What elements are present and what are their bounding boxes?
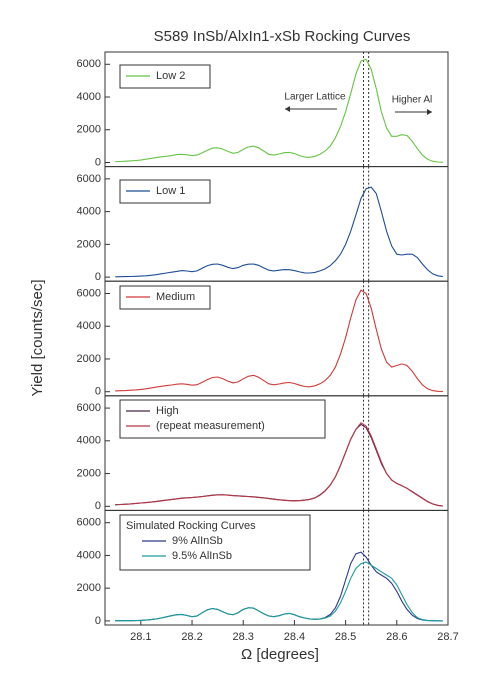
x-tick-label: 28.3 bbox=[233, 631, 254, 643]
legend-box bbox=[119, 285, 211, 310]
legend-box bbox=[119, 64, 211, 89]
y-tick-label: 6000 bbox=[77, 287, 101, 299]
y-tick-label: 4000 bbox=[77, 320, 101, 332]
y-tick-label: 6000 bbox=[77, 58, 101, 70]
x-axis-label: Ω [degrees] bbox=[241, 646, 319, 663]
y-tick-label: 0 bbox=[95, 386, 101, 398]
legend-label: (repeat measurement) bbox=[156, 420, 265, 432]
x-tick-label: 28.2 bbox=[181, 631, 202, 643]
x-tick-label: 28.6 bbox=[386, 631, 407, 643]
y-tick-label: 4000 bbox=[77, 549, 101, 561]
y-tick-label: 6000 bbox=[77, 402, 101, 414]
legend-label: Low 1 bbox=[156, 185, 185, 197]
x-tick-label: 28.1 bbox=[130, 631, 151, 643]
y-tick-label: 0 bbox=[95, 615, 101, 627]
data-line bbox=[115, 186, 443, 278]
data-line bbox=[115, 289, 443, 393]
plot-frame bbox=[104, 509, 449, 626]
chart-title: S589 InSb/AlxIn1-xSb Rocking Curves bbox=[154, 28, 411, 45]
legend-label: 9% AlInSb bbox=[172, 535, 223, 547]
x-tick-label: 28.4 bbox=[284, 631, 305, 643]
legend-label: Low 2 bbox=[156, 70, 185, 82]
legend-box bbox=[119, 514, 311, 571]
arrow-head bbox=[285, 106, 290, 112]
legend-box bbox=[119, 399, 326, 439]
y-tick-label: 0 bbox=[95, 271, 101, 283]
legend-title: Simulated Rocking Curves bbox=[126, 520, 256, 532]
y-tick-label: 4000 bbox=[77, 206, 101, 218]
y-tick-label: 0 bbox=[95, 156, 101, 168]
y-tick-label: 0 bbox=[95, 500, 101, 512]
data-line bbox=[115, 58, 443, 163]
data-line bbox=[115, 422, 443, 507]
y-tick-label: 2000 bbox=[77, 124, 101, 136]
x-tick-label: 28.5 bbox=[335, 631, 356, 643]
y-tick-label: 6000 bbox=[77, 517, 101, 529]
legend-label: High bbox=[156, 405, 179, 417]
annotation: Higher Al bbox=[392, 95, 433, 106]
y-tick-label: 2000 bbox=[77, 238, 101, 250]
legend-label: Medium bbox=[156, 291, 195, 303]
legend-label: 9.5% AlInSb bbox=[172, 550, 232, 562]
y-tick-label: 2000 bbox=[77, 353, 101, 365]
legend-box bbox=[119, 179, 211, 204]
y-tick-label: 2000 bbox=[77, 582, 101, 594]
x-tick-label: 28.7 bbox=[437, 631, 458, 643]
annotation: Larger Lattice bbox=[284, 92, 346, 103]
arrow-head bbox=[427, 109, 432, 115]
y-tick-label: 4000 bbox=[77, 435, 101, 447]
y-axis-label: Yield [counts/sec] bbox=[29, 279, 46, 396]
y-tick-label: 4000 bbox=[77, 91, 101, 103]
data-line bbox=[115, 561, 443, 622]
y-tick-label: 2000 bbox=[77, 467, 101, 479]
y-tick-label: 6000 bbox=[77, 173, 101, 185]
